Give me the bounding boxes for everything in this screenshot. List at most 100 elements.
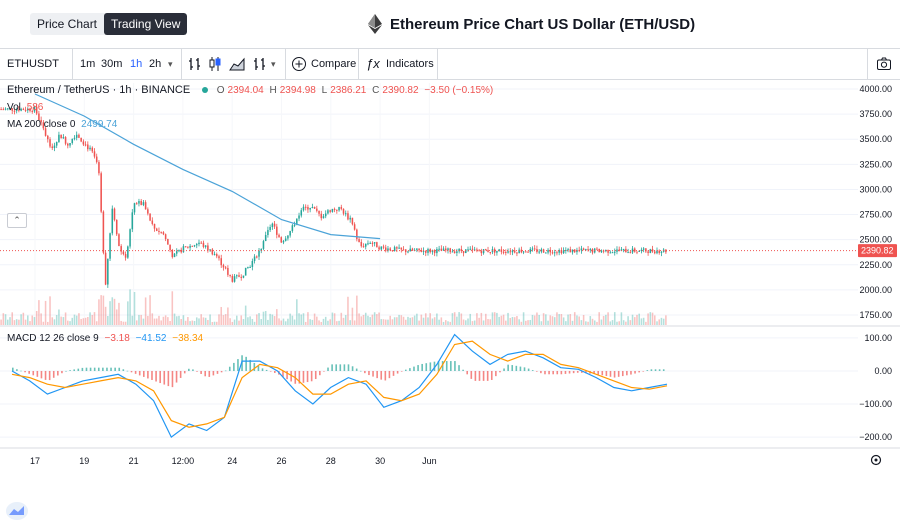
candle-body bbox=[298, 215, 300, 219]
settings-gear-icon[interactable] bbox=[870, 454, 882, 466]
candle-body bbox=[296, 218, 298, 225]
candle-body bbox=[258, 250, 260, 257]
macd-histogram-bar bbox=[392, 370, 395, 376]
macd-tick-label: −200.00 bbox=[859, 432, 892, 442]
macd-histogram-bar bbox=[585, 370, 587, 374]
macd-histogram-bar bbox=[282, 370, 284, 377]
chart-area[interactable]: 4000.00 3750.00 3500.00 3250.00 3000.00 2750.… bbox=[0, 79, 900, 520]
macd-histogram-bar bbox=[646, 370, 649, 371]
candle-body bbox=[55, 142, 58, 146]
volume-bar bbox=[138, 314, 140, 325]
time-tick-label: 12:00 bbox=[172, 456, 195, 466]
volume-bar bbox=[155, 318, 158, 325]
macd-histogram-bar bbox=[314, 370, 317, 380]
indicators-fx-icon[interactable]: ƒx bbox=[366, 56, 380, 71]
candles-icon[interactable] bbox=[207, 56, 223, 72]
macd-histogram-bar bbox=[327, 367, 329, 371]
interval-1h[interactable]: 1h bbox=[130, 58, 143, 70]
volume-bar bbox=[391, 319, 394, 325]
volume-legend-label: Vol bbox=[7, 102, 21, 113]
indicators-button[interactable]: Indicators bbox=[386, 58, 434, 70]
volume-bar bbox=[547, 320, 549, 325]
volume-bar bbox=[171, 291, 174, 325]
candle-body bbox=[360, 242, 363, 247]
candle-body bbox=[633, 248, 636, 252]
volume-bar bbox=[647, 313, 649, 325]
macd-axis[interactable]: 100.00 0.00 −100.00 −200.00 bbox=[859, 333, 892, 442]
price-axis[interactable]: 4000.00 3750.00 3500.00 3250.00 3000.00 2750.… bbox=[859, 84, 892, 320]
volume-bar bbox=[53, 319, 56, 325]
chevron-down-icon[interactable]: ▾ bbox=[168, 59, 173, 69]
interval-2h[interactable]: 2h bbox=[149, 58, 162, 70]
volume-bar bbox=[393, 317, 396, 325]
volume-bar bbox=[149, 295, 151, 325]
volume-bar bbox=[429, 313, 431, 325]
volume-bar bbox=[518, 319, 520, 325]
volume-bar bbox=[587, 321, 589, 325]
candle-body bbox=[507, 251, 509, 253]
volume-bar bbox=[58, 309, 60, 325]
area-icon[interactable] bbox=[229, 56, 245, 72]
candle-body bbox=[618, 249, 620, 251]
symbol-search[interactable]: ETHUSDT bbox=[7, 58, 59, 70]
volume-bar bbox=[318, 320, 320, 325]
candle-body bbox=[276, 226, 278, 235]
volume-bar bbox=[607, 312, 609, 325]
volume-bar bbox=[387, 319, 389, 325]
volume-bar bbox=[502, 314, 505, 325]
macd-histogram-bar bbox=[552, 370, 554, 375]
candle-body bbox=[625, 248, 627, 253]
candle-body bbox=[518, 249, 520, 254]
macd-histogram-bar bbox=[658, 369, 661, 371]
candle-body bbox=[645, 248, 647, 252]
candle-body bbox=[4, 108, 7, 110]
volume-bar bbox=[178, 315, 180, 325]
candle-body bbox=[387, 248, 389, 251]
chevron-down-icon[interactable]: ▾ bbox=[271, 59, 276, 69]
candle-body bbox=[553, 252, 556, 254]
heikin-ashi-icon[interactable] bbox=[252, 56, 268, 72]
volume-bar bbox=[520, 321, 523, 325]
interval-1m[interactable]: 1m bbox=[80, 58, 96, 70]
candle-body bbox=[336, 209, 338, 211]
macd-histogram-bar bbox=[319, 370, 321, 376]
volume-bar bbox=[233, 319, 236, 325]
volume-bar bbox=[91, 314, 94, 325]
volume-bar bbox=[49, 296, 51, 325]
tab-price-chart[interactable]: Price Chart bbox=[37, 17, 98, 31]
volume-bar bbox=[222, 315, 225, 325]
candle-body bbox=[591, 249, 594, 253]
time-tick-label: 28 bbox=[326, 456, 336, 466]
time-axis[interactable]: 17 19 21 12:00 24 26 28 30 Jun bbox=[30, 456, 437, 466]
volume-bar bbox=[356, 295, 358, 325]
macd-histogram-bar bbox=[634, 370, 636, 374]
tab-trading-view[interactable]: Trading View bbox=[104, 13, 188, 35]
volume-bar bbox=[209, 314, 211, 325]
candle-body bbox=[35, 106, 38, 114]
volume-bar bbox=[229, 318, 231, 325]
volume-bar bbox=[327, 320, 329, 325]
candle-body bbox=[309, 207, 311, 210]
volume-bar bbox=[282, 318, 285, 325]
volume-bar bbox=[378, 312, 380, 325]
camera-icon[interactable] bbox=[876, 56, 892, 72]
collapse-legend-button[interactable]: ⌃ bbox=[7, 213, 27, 228]
volume-bar bbox=[598, 312, 600, 325]
interval-30m[interactable]: 30m bbox=[101, 58, 123, 70]
candle-body bbox=[93, 151, 96, 157]
macd-legend-macd: −41.52 bbox=[135, 333, 167, 344]
divider bbox=[181, 49, 182, 79]
bars-icon[interactable] bbox=[187, 56, 203, 72]
compare-button[interactable]: Compare bbox=[311, 58, 357, 70]
price-chart[interactable]: 4000.00 3750.00 3500.00 3250.00 3000.00 2750.… bbox=[0, 79, 900, 475]
volume-bar bbox=[93, 312, 96, 325]
volume-bar bbox=[465, 320, 467, 325]
volume-bar bbox=[247, 317, 249, 325]
tradingview-logo-icon[interactable] bbox=[6, 502, 28, 520]
macd-histogram-bar bbox=[302, 370, 305, 383]
candle-body bbox=[15, 109, 18, 112]
compare-plus-icon[interactable] bbox=[291, 56, 307, 72]
candle-body bbox=[20, 108, 22, 111]
volume-bar bbox=[7, 319, 9, 325]
macd-histogram-bar bbox=[445, 361, 448, 371]
